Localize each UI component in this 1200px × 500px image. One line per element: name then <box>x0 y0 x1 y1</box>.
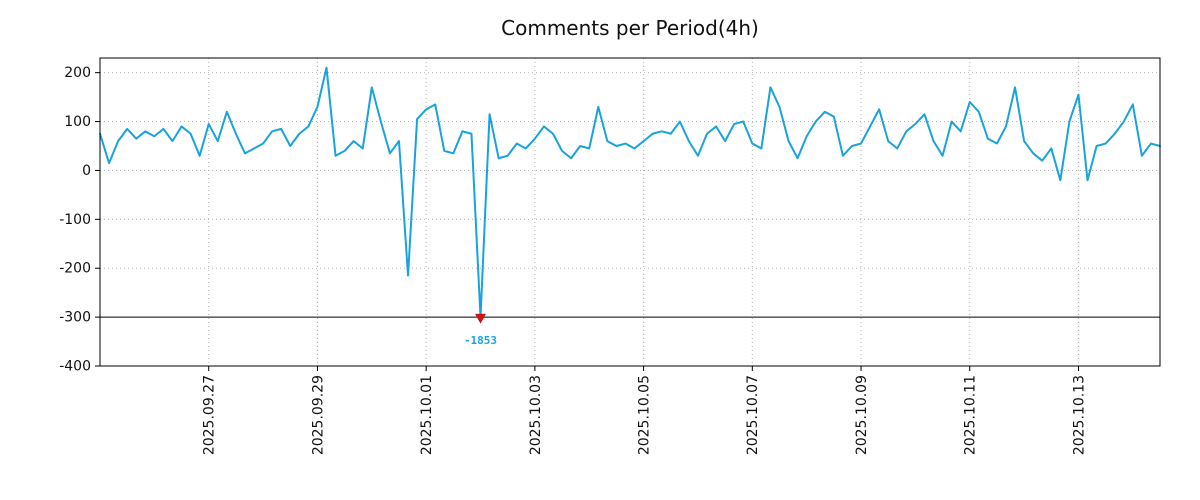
min-marker-icon <box>475 313 486 324</box>
x-tick-label: 2025.10.11 <box>963 375 979 455</box>
y-tick-label: 0 <box>82 163 91 179</box>
plot-border <box>99 57 1161 367</box>
x-tick-label: 2025.10.13 <box>1071 375 1087 455</box>
x-tick-label: 2025.10.01 <box>419 375 435 455</box>
x-tick-label: 2025.09.27 <box>202 375 218 455</box>
x-tick-label: 2025.10.09 <box>854 375 870 455</box>
series-line <box>99 66 1161 319</box>
chart-title: Comments per Period(4h) <box>501 16 759 40</box>
x-tick-label: 2025.10.03 <box>528 375 544 455</box>
y-tick-label: -300 <box>59 310 91 326</box>
y-tick-label: 200 <box>64 65 91 81</box>
y-tick-label: 100 <box>64 114 91 130</box>
axis-labels: 200 100 0 -100 -200 -300 -400 2025.09.27 2025.09… <box>59 65 1087 455</box>
y-tick-label: -400 <box>59 359 91 375</box>
x-tick-label: 2025.10.07 <box>745 375 761 455</box>
y-tick-label: -200 <box>59 261 91 277</box>
x-tick-label: 2025.09.29 <box>310 375 326 455</box>
y-tick-label: -100 <box>59 212 91 228</box>
x-tick-label: 2025.10.05 <box>636 375 652 455</box>
grid <box>100 58 1160 366</box>
min-value-label: -1853 <box>464 334 497 347</box>
